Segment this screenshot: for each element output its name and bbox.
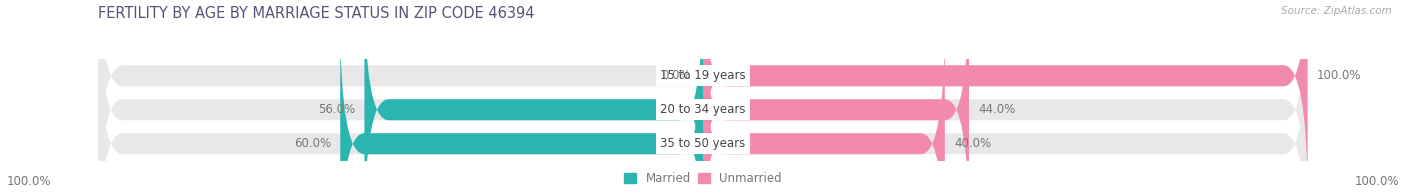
FancyBboxPatch shape: [364, 0, 703, 196]
Text: 100.0%: 100.0%: [1316, 69, 1361, 82]
Text: 15 to 19 years: 15 to 19 years: [661, 69, 745, 82]
FancyBboxPatch shape: [98, 18, 1308, 196]
FancyBboxPatch shape: [98, 0, 1308, 196]
FancyBboxPatch shape: [703, 0, 1308, 196]
Text: 56.0%: 56.0%: [318, 103, 356, 116]
Text: Source: ZipAtlas.com: Source: ZipAtlas.com: [1281, 6, 1392, 16]
FancyBboxPatch shape: [703, 18, 945, 196]
Text: 100.0%: 100.0%: [7, 175, 52, 188]
Text: 0.0%: 0.0%: [661, 69, 690, 82]
FancyBboxPatch shape: [340, 18, 703, 196]
Text: 40.0%: 40.0%: [953, 137, 991, 150]
Text: 44.0%: 44.0%: [979, 103, 1015, 116]
Text: 100.0%: 100.0%: [1354, 175, 1399, 188]
Text: 35 to 50 years: 35 to 50 years: [661, 137, 745, 150]
Text: FERTILITY BY AGE BY MARRIAGE STATUS IN ZIP CODE 46394: FERTILITY BY AGE BY MARRIAGE STATUS IN Z…: [98, 6, 534, 21]
FancyBboxPatch shape: [98, 0, 1308, 196]
FancyBboxPatch shape: [703, 0, 969, 196]
Legend: Married, Unmarried: Married, Unmarried: [620, 168, 786, 190]
Text: 60.0%: 60.0%: [294, 137, 332, 150]
Text: 20 to 34 years: 20 to 34 years: [661, 103, 745, 116]
